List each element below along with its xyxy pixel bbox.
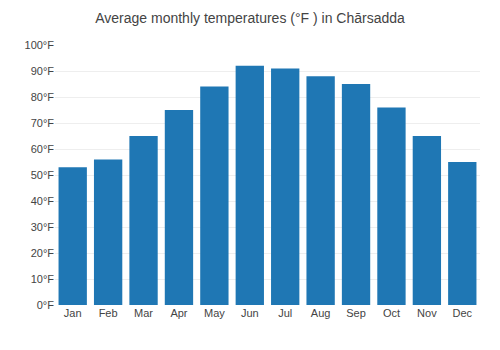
svg-text:50°F: 50°F (31, 169, 55, 181)
svg-text:Aug: Aug (311, 307, 331, 319)
svg-text:Oct: Oct (383, 307, 400, 319)
svg-text:Jan: Jan (64, 307, 82, 319)
svg-text:70°F: 70°F (31, 117, 55, 129)
svg-text:30°F: 30°F (31, 221, 55, 233)
svg-text:Sep: Sep (346, 307, 366, 319)
svg-text:60°F: 60°F (31, 143, 55, 155)
svg-text:Feb: Feb (99, 307, 118, 319)
svg-text:Nov: Nov (417, 307, 437, 319)
svg-text:May: May (204, 307, 225, 319)
svg-text:10°F: 10°F (31, 273, 55, 285)
svg-text:Dec: Dec (453, 307, 473, 319)
svg-text:100°F: 100°F (25, 39, 55, 51)
svg-text:Jun: Jun (241, 307, 259, 319)
svg-text:Apr: Apr (170, 307, 187, 319)
svg-text:80°F: 80°F (31, 91, 55, 103)
svg-text:90°F: 90°F (31, 65, 55, 77)
svg-text:Average monthly temperatures (: Average monthly temperatures (°F ) in Ch… (95, 10, 405, 26)
svg-text:Mar: Mar (134, 307, 153, 319)
svg-text:Jul: Jul (278, 307, 292, 319)
svg-text:20°F: 20°F (31, 247, 55, 259)
svg-text:0°F: 0°F (37, 299, 55, 311)
svg-text:40°F: 40°F (31, 195, 55, 207)
